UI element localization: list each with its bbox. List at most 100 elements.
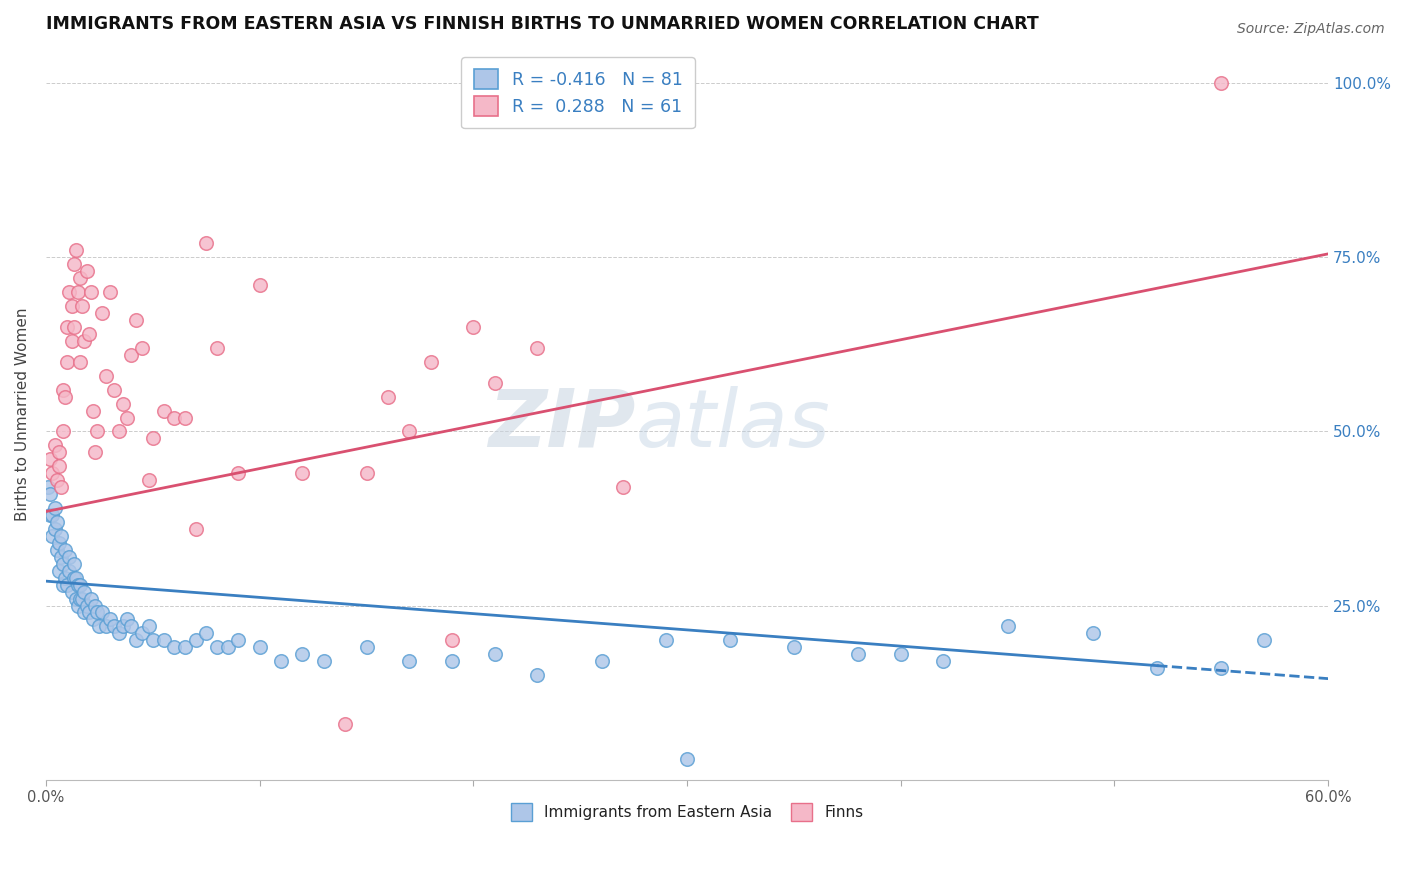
- Point: [65, 591, 87, 606]
- Point: [356, 640, 378, 655]
- Point: [82, 403, 104, 417]
- Point: [291, 647, 314, 661]
- Point: [94, 619, 117, 633]
- Point: [80, 285, 103, 300]
- Point: [53, 571, 76, 585]
- Point: [73, 584, 96, 599]
- Point: [66, 599, 89, 613]
- Point: [107, 425, 129, 439]
- Point: [111, 396, 134, 410]
- Point: [398, 425, 420, 439]
- Point: [676, 752, 699, 766]
- Point: [138, 619, 160, 633]
- Point: [48, 564, 70, 578]
- Legend: Immigrants from Eastern Asia, Finns: Immigrants from Eastern Asia, Finns: [505, 797, 869, 827]
- Point: [440, 654, 463, 668]
- Point: [39, 452, 62, 467]
- Point: [65, 571, 87, 585]
- Point: [463, 320, 485, 334]
- Y-axis label: Births to Unmarried Women: Births to Unmarried Women: [15, 307, 30, 521]
- Point: [82, 612, 104, 626]
- Point: [72, 299, 94, 313]
- Point: [48, 459, 70, 474]
- Point: [39, 487, 62, 501]
- Point: [76, 264, 98, 278]
- Text: ZIP: ZIP: [488, 386, 636, 464]
- Point: [48, 536, 70, 550]
- Point: [111, 619, 134, 633]
- Point: [58, 285, 80, 300]
- Point: [270, 654, 292, 668]
- Point: [41, 508, 63, 522]
- Point: [115, 612, 138, 626]
- Point: [58, 549, 80, 564]
- Point: [56, 577, 79, 591]
- Point: [184, 522, 207, 536]
- Point: [1211, 76, 1233, 90]
- Point: [152, 403, 174, 417]
- Point: [53, 390, 76, 404]
- Point: [1081, 626, 1104, 640]
- Point: [56, 355, 79, 369]
- Point: [69, 271, 91, 285]
- Point: [41, 467, 63, 481]
- Point: [48, 445, 70, 459]
- Point: [131, 626, 153, 640]
- Point: [69, 591, 91, 606]
- Point: [1211, 661, 1233, 675]
- Point: [37, 480, 59, 494]
- Point: [49, 529, 72, 543]
- Point: [76, 599, 98, 613]
- Point: [591, 654, 613, 668]
- Point: [56, 320, 79, 334]
- Point: [107, 626, 129, 640]
- Point: [89, 619, 111, 633]
- Point: [84, 599, 107, 613]
- Point: [60, 299, 83, 313]
- Point: [66, 577, 89, 591]
- Point: [440, 633, 463, 648]
- Point: [484, 647, 506, 661]
- Point: [120, 348, 142, 362]
- Point: [58, 564, 80, 578]
- Point: [69, 355, 91, 369]
- Point: [612, 480, 634, 494]
- Point: [73, 334, 96, 348]
- Point: [120, 619, 142, 633]
- Text: atlas: atlas: [636, 386, 831, 464]
- Point: [90, 306, 112, 320]
- Point: [115, 410, 138, 425]
- Point: [72, 591, 94, 606]
- Point: [62, 557, 84, 571]
- Point: [249, 278, 271, 293]
- Point: [291, 467, 314, 481]
- Point: [783, 640, 806, 655]
- Point: [249, 640, 271, 655]
- Point: [173, 410, 195, 425]
- Point: [125, 633, 148, 648]
- Point: [526, 341, 548, 355]
- Point: [142, 633, 165, 648]
- Point: [45, 473, 67, 487]
- Point: [60, 584, 83, 599]
- Point: [932, 654, 955, 668]
- Point: [60, 334, 83, 348]
- Point: [44, 438, 66, 452]
- Text: Source: ZipAtlas.com: Source: ZipAtlas.com: [1237, 22, 1385, 37]
- Point: [69, 577, 91, 591]
- Point: [53, 542, 76, 557]
- Point: [65, 244, 87, 258]
- Point: [49, 480, 72, 494]
- Point: [152, 633, 174, 648]
- Point: [377, 390, 399, 404]
- Point: [654, 633, 676, 648]
- Point: [66, 285, 89, 300]
- Point: [195, 236, 218, 251]
- Point: [62, 257, 84, 271]
- Point: [217, 640, 239, 655]
- Point: [131, 341, 153, 355]
- Point: [1146, 661, 1168, 675]
- Point: [195, 626, 218, 640]
- Point: [52, 577, 75, 591]
- Point: [45, 515, 67, 529]
